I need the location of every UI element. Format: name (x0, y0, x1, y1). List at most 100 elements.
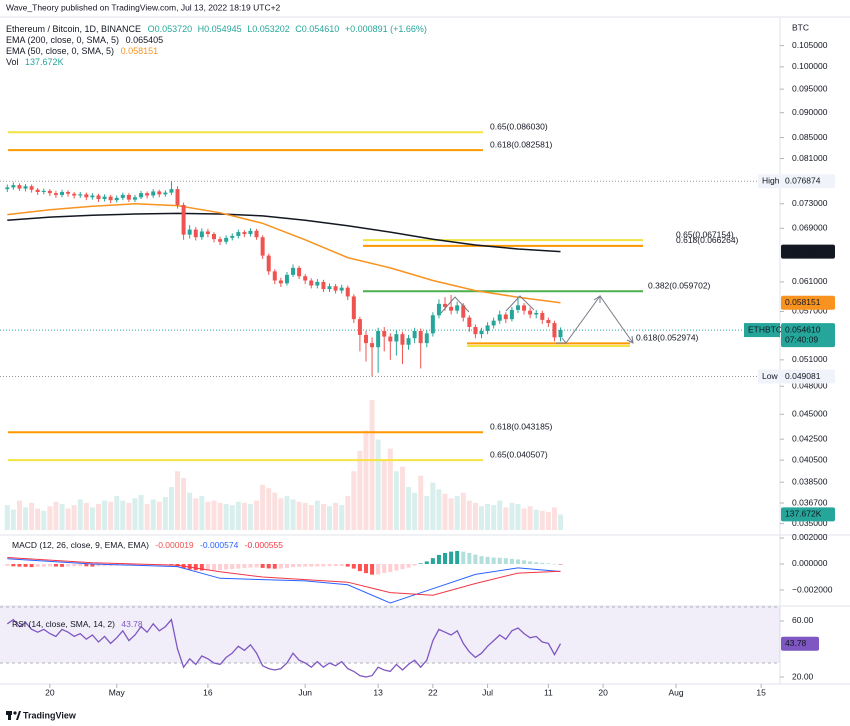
candle-body (370, 343, 375, 348)
candle-body (169, 189, 174, 193)
macd-histogram-bar (436, 554, 441, 564)
price-label-name-bg (758, 369, 781, 384)
candle-body (351, 296, 356, 320)
macd-histogram-bar (193, 563, 198, 571)
volume-bar (345, 496, 351, 530)
volume-bar (272, 492, 278, 530)
volume-bar (497, 500, 503, 530)
volume-badge: 137.672K (785, 509, 822, 519)
candle-body (540, 312, 545, 320)
macd-histogram-bar (205, 563, 210, 571)
volume-bar (381, 459, 387, 530)
currency-label: BTC (792, 22, 809, 32)
x-tick-label: 11 (544, 687, 553, 697)
candle-body (461, 305, 466, 318)
candle-body (60, 192, 65, 195)
macd-histogram-bar (169, 563, 174, 565)
volume-bar (53, 501, 59, 530)
y-tick-label: 0.045000 (792, 409, 828, 419)
macd-histogram-bar (522, 560, 527, 564)
ohlc-low: L0.053202 (247, 24, 290, 34)
candle-body (90, 195, 95, 198)
fib-label: 0.618(0.043185) (490, 421, 553, 431)
overlay-layer (7, 203, 561, 304)
macd-histogram-bar (546, 563, 551, 564)
axis-layer: 0.105000 0.100000 0.095000 0.090000 0.085000… (45, 40, 835, 697)
y-tick-label: 0.002000 (792, 532, 828, 542)
volume-bar (35, 508, 41, 530)
volume-bar (406, 487, 412, 530)
macd-histogram-bar (309, 563, 314, 567)
macd-histogram-bar (412, 563, 417, 566)
candle-body (327, 286, 332, 290)
candle-body (23, 186, 28, 189)
candle-body (145, 193, 150, 196)
volume-bar (466, 500, 472, 530)
rsi-line (6, 618, 562, 678)
macd-histogram-bar (491, 557, 496, 564)
rsi-layer: 60.00 20.00 (0, 606, 814, 681)
publisher: Wave_Theory published on TradingView.com… (6, 2, 281, 12)
candle-body (558, 330, 563, 338)
candle-body (278, 280, 283, 284)
macd-histogram-bar (479, 556, 484, 564)
candle-body (424, 333, 429, 344)
y-tick-label: 20.00 (792, 671, 814, 681)
macd-line (7, 558, 561, 604)
candle-body (284, 274, 289, 284)
fib-label: 0.65(0.086030) (490, 122, 548, 132)
volume-bar (175, 471, 181, 530)
volume-bar (16, 500, 22, 530)
candle-layer (5, 181, 563, 377)
price-label: 0.076874 (785, 176, 821, 186)
macd-histogram-bar (90, 563, 95, 567)
volume-bar (424, 496, 430, 530)
volume-bar (539, 510, 545, 530)
y-tick-label: 0.038500 (792, 476, 828, 486)
ohlc-high: H0.054945 (198, 24, 242, 34)
candle-body (157, 191, 162, 195)
y-tick-label: 0.051000 (792, 354, 828, 364)
arrow-head (556, 337, 568, 344)
candle-body (546, 319, 551, 324)
volume-bar (126, 502, 132, 530)
y-tick-label: −0.002000 (792, 584, 833, 594)
macd-histogram-bar (321, 563, 326, 567)
macd-histogram-bar (370, 563, 375, 575)
macd-line (7, 557, 561, 596)
macd-histogram-bar (163, 563, 168, 565)
candle-body (509, 309, 514, 320)
candle-body (108, 196, 113, 201)
macd-histogram-bar (41, 563, 46, 567)
volume-bar (412, 492, 418, 530)
volume-bar (558, 514, 564, 530)
volume-bar (199, 496, 205, 530)
volume-bar (478, 506, 484, 530)
macd-histogram-bar (540, 562, 545, 564)
candle-body (534, 312, 539, 315)
volume-bar (551, 507, 557, 530)
macd-histogram-bar (528, 561, 533, 564)
volume-bar (150, 499, 156, 530)
volume-bar (47, 506, 53, 530)
fib-label: 0.382(0.059702) (648, 281, 711, 291)
volume-bar (278, 498, 284, 530)
volume-bar (29, 502, 35, 530)
candle-body (382, 330, 387, 337)
volume-bar (23, 507, 29, 530)
ema-line (7, 203, 561, 304)
macd-histogram-bar (388, 563, 393, 573)
fib-label: 0.65(0.067154) (676, 229, 734, 239)
ema-badge-bg (781, 244, 835, 259)
candle-body (357, 319, 362, 335)
volume-bar (387, 448, 393, 530)
macd-histogram-bar (461, 551, 466, 564)
candle-body (84, 194, 89, 198)
volume-bar (339, 505, 345, 530)
last-price: 0.054610 (785, 324, 821, 334)
macd-histogram-bar (503, 558, 508, 564)
macd-histogram-bar (254, 563, 259, 568)
macd-histogram-bar (211, 563, 216, 571)
ema-badge: 0.058151 (785, 297, 821, 307)
volume-bar (284, 496, 290, 530)
